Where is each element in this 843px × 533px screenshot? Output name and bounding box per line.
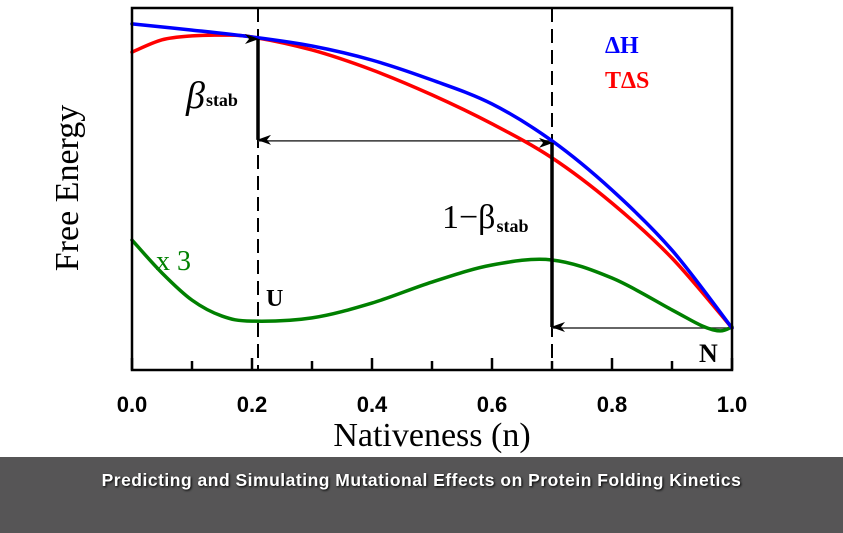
beta-subscript: stab: [206, 90, 238, 110]
x-tick-label: 1.0: [717, 392, 748, 417]
free-energy-chart: 0.0 0.2 0.4 0.6 0.8 1.0 Nativeness (n) F…: [49, 6, 748, 454]
one-minus-beta: 1−β: [442, 199, 495, 236]
scale-annotation: x 3: [156, 246, 191, 277]
x-tick-label: 0.6: [477, 392, 508, 417]
x-axis-ticks: [130, 358, 734, 370]
series-line-t-delta-s: [130, 33, 734, 330]
x-tick-label: 0.0: [117, 392, 148, 417]
one-minus-beta-subscript: stab: [496, 216, 528, 236]
series-line-free-energy: [130, 238, 734, 333]
legend-entry-t-delta-s: TΔS: [605, 68, 649, 94]
x-tick-label: 0.8: [597, 392, 628, 417]
x-tick-label: 0.2: [237, 392, 268, 417]
native-state-label: N: [699, 339, 718, 368]
legend: ΔH TΔS: [605, 33, 649, 94]
caption-banner: Predicting and Simulating Mutational Eff…: [0, 457, 843, 533]
beta-symbol: β: [185, 75, 205, 117]
series-layer: [130, 22, 734, 333]
arrow-layer: [245, 33, 565, 333]
one-minus-beta-stab-label: 1−βstab: [442, 199, 529, 236]
legend-entry-delta-h: ΔH: [605, 33, 639, 59]
unfolded-state-label: U: [266, 286, 283, 312]
x-tick-label: 0.4: [357, 392, 388, 417]
x-axis-label: Nativeness (n): [333, 417, 530, 454]
y-axis-label: Free Energy: [49, 105, 86, 271]
beta-stab-label: βstab: [185, 75, 238, 117]
series-line-delta-h: [130, 22, 734, 330]
banner-title: Predicting and Simulating Mutational Eff…: [101, 470, 742, 490]
